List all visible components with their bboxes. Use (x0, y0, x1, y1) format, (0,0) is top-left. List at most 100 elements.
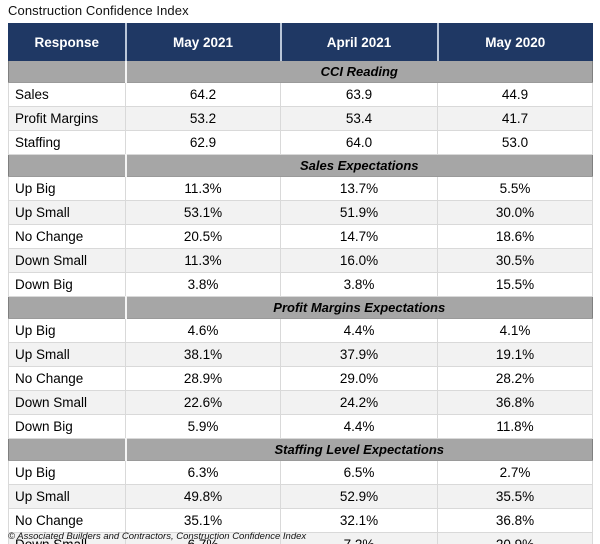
row-value: 22.6% (125, 390, 281, 415)
row-value: 37.9% (280, 342, 438, 367)
section-band-row: Staffing Level Expectations (8, 438, 593, 461)
table-row: No Change 35.1% 32.1% 36.8% (8, 508, 593, 533)
row-value: 30.5% (437, 248, 593, 273)
section-band-row: Profit Margins Expectations (8, 296, 593, 319)
table-row: Up Small 38.1% 37.9% 19.1% (8, 342, 593, 367)
row-value: 35.5% (437, 484, 593, 509)
row-value: 36.8% (437, 390, 593, 415)
row-value: 63.9 (280, 82, 438, 107)
row-value: 4.1% (437, 318, 593, 343)
table-row: No Change 20.5% 14.7% 18.6% (8, 224, 593, 249)
row-value: 49.8% (125, 484, 281, 509)
row-value: 6.7% (125, 532, 281, 544)
page-title: Construction Confidence Index (8, 3, 189, 18)
row-value: 38.1% (125, 342, 281, 367)
column-header-may-2020: May 2020 (436, 23, 593, 61)
row-label: Down Small (8, 532, 126, 544)
row-value: 7.2% (280, 532, 438, 544)
row-value: 20.5% (125, 224, 281, 249)
row-label: No Change (8, 366, 126, 391)
row-value: 53.0 (437, 130, 593, 155)
row-value: 11.8% (437, 414, 593, 439)
row-label: Up Small (8, 200, 126, 225)
row-value: 28.9% (125, 366, 281, 391)
table-row: Down Small 22.6% 24.2% 36.8% (8, 390, 593, 415)
row-value: 36.8% (437, 508, 593, 533)
table-row: Up Big 11.3% 13.7% 5.5% (8, 176, 593, 201)
row-value: 32.1% (280, 508, 438, 533)
row-label: Up Big (8, 460, 126, 485)
row-value: 2.7% (437, 460, 593, 485)
row-value: 52.9% (280, 484, 438, 509)
section-band-spacer-cell (8, 154, 126, 177)
cci-table: Response May 2021 April 2021 May 2020 CC… (8, 23, 593, 544)
row-value: 13.7% (280, 176, 438, 201)
section-title: CCI Reading (124, 60, 593, 83)
column-header-may-2021: May 2021 (124, 23, 281, 61)
row-value: 20.9% (437, 532, 593, 544)
section-band-row: CCI Reading (8, 60, 593, 83)
source-attribution: © Associated Builders and Contractors, C… (8, 531, 307, 542)
section-band-spacer-cell (8, 438, 126, 461)
table-header-row: Response May 2021 April 2021 May 2020 (8, 23, 593, 61)
row-value: 5.5% (437, 176, 593, 201)
table-row: Down Big 5.9% 4.4% 11.8% (8, 414, 593, 439)
table-row: Profit Margins 53.2 53.4 41.7 (8, 106, 593, 131)
section-band-spacer-cell (8, 60, 126, 83)
table-row: Up Small 49.8% 52.9% 35.5% (8, 484, 593, 509)
row-value: 4.4% (280, 414, 438, 439)
row-label: Up Small (8, 484, 126, 509)
row-label: Down Big (8, 414, 126, 439)
row-value: 41.7 (437, 106, 593, 131)
row-label: No Change (8, 224, 126, 249)
table-row: Sales 64.2 63.9 44.9 (8, 82, 593, 107)
row-value: 64.2 (125, 82, 281, 107)
row-value: 51.9% (280, 200, 438, 225)
row-label: Up Small (8, 342, 126, 367)
row-label: Up Big (8, 176, 126, 201)
row-value: 14.7% (280, 224, 438, 249)
row-label: Sales (8, 82, 126, 107)
table-row: Down Small6.7%7.2%20.9% (8, 532, 593, 544)
table-row: No Change 28.9% 29.0% 28.2% (8, 366, 593, 391)
table-body: CCI Reading Sales 64.2 63.9 44.9 Profit Margi… (8, 60, 593, 544)
table-row: Up Big 6.3% 6.5% 2.7% (8, 460, 593, 485)
row-value: 35.1% (125, 508, 281, 533)
table-row: Up Big 4.6% 4.4% 4.1% (8, 318, 593, 343)
column-header-response: Response (8, 23, 126, 61)
table-row: Up Small 53.1% 51.9% 30.0% (8, 200, 593, 225)
table-row: Down Big 3.8% 3.8% 15.5% (8, 272, 593, 297)
column-header-april-2021: April 2021 (279, 23, 438, 61)
row-label: Down Small (8, 248, 126, 273)
row-value: 19.1% (437, 342, 593, 367)
row-value: 16.0% (280, 248, 438, 273)
row-value: 6.3% (125, 460, 281, 485)
row-value: 64.0 (280, 130, 438, 155)
row-value: 11.3% (125, 248, 281, 273)
row-label: No Change (8, 508, 126, 533)
row-value: 24.2% (280, 390, 438, 415)
section-title: Staffing Level Expectations (124, 438, 593, 461)
row-value: 18.6% (437, 224, 593, 249)
row-value: 3.8% (280, 272, 438, 297)
table-row: Down Small 11.3% 16.0% 30.5% (8, 248, 593, 273)
section-title: Profit Margins Expectations (124, 296, 593, 319)
row-value: 53.1% (125, 200, 281, 225)
row-value: 15.5% (437, 272, 593, 297)
section-title: Sales Expectations (124, 154, 593, 177)
row-value: 30.0% (437, 200, 593, 225)
row-value: 28.2% (437, 366, 593, 391)
section-band-spacer-cell (8, 296, 126, 319)
table-row: Staffing 62.9 64.0 53.0 (8, 130, 593, 155)
row-label: Down Big (8, 272, 126, 297)
row-value: 29.0% (280, 366, 438, 391)
row-value: 44.9 (437, 82, 593, 107)
row-value: 53.2 (125, 106, 281, 131)
row-value: 62.9 (125, 130, 281, 155)
section-band-row: Sales Expectations (8, 154, 593, 177)
row-label: Profit Margins (8, 106, 126, 131)
row-value: 53.4 (280, 106, 438, 131)
row-value: 4.4% (280, 318, 438, 343)
row-value: 3.8% (125, 272, 281, 297)
